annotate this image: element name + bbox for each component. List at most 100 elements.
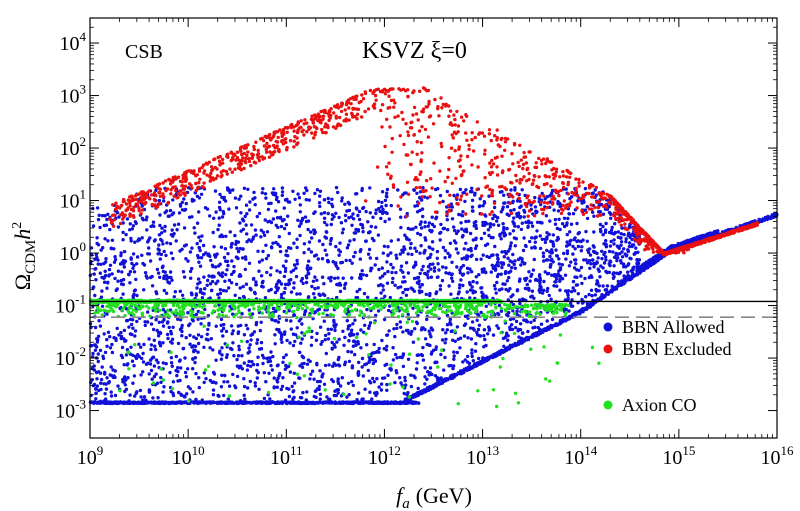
- scatter-point: [445, 189, 449, 194]
- scatter-point: [346, 349, 350, 354]
- scatter-point: [130, 332, 134, 337]
- scatter-point: [517, 327, 521, 332]
- scatter-point: [230, 332, 234, 336]
- scatter-point: [312, 377, 316, 381]
- scatter-point: [624, 240, 628, 244]
- scatter-point: [144, 362, 149, 366]
- scatter-point: [528, 279, 532, 283]
- scatter-point: [125, 318, 130, 323]
- scatter-point: [119, 330, 123, 335]
- scatter-point: [448, 317, 452, 322]
- scatter-point: [553, 280, 557, 284]
- scatter-point: [299, 279, 303, 283]
- scatter-point: [280, 401, 284, 405]
- scatter-point: [287, 231, 291, 236]
- scatter-point: [461, 210, 465, 214]
- scatter-point: [263, 218, 267, 222]
- scatter-point: [154, 318, 158, 322]
- scatter-point: [198, 248, 202, 253]
- scatter-point: [615, 258, 619, 263]
- scatter-point: [350, 276, 354, 280]
- scatter-point: [370, 351, 375, 355]
- scatter-point: [366, 295, 370, 299]
- scatter-point: [442, 368, 446, 372]
- scatter-point: [216, 393, 220, 398]
- scatter-point: [478, 197, 482, 201]
- scatter-point: [418, 285, 422, 289]
- scatter-point: [200, 291, 205, 295]
- scatter-point: [568, 230, 572, 234]
- scatter-point: [622, 232, 626, 237]
- scatter-point: [371, 215, 375, 219]
- scatter-point: [571, 286, 575, 290]
- scatter-point: [515, 309, 519, 313]
- scatter-point: [386, 245, 390, 249]
- scatter-point: [351, 217, 356, 221]
- scatter-point: [169, 340, 173, 344]
- scatter-point: [127, 325, 131, 329]
- scatter-point: [253, 203, 257, 207]
- scatter-point: [351, 322, 355, 326]
- scatter-point: [481, 204, 485, 208]
- scatter-point: [436, 262, 440, 266]
- scatter-point: [382, 347, 386, 351]
- scatter-point: [353, 250, 357, 255]
- scatter-point: [152, 224, 156, 228]
- scatter-point: [557, 217, 561, 221]
- scatter-point: [322, 198, 327, 202]
- scatter-point: [359, 328, 363, 332]
- scatter-point: [328, 397, 332, 401]
- scatter-point: [112, 247, 116, 251]
- scatter-point: [284, 259, 288, 263]
- scatter-point: [163, 224, 167, 229]
- scatter-point: [588, 266, 592, 270]
- scatter-point: [575, 268, 579, 272]
- scatter-point: [452, 239, 457, 243]
- scatter-point: [569, 289, 574, 294]
- scatter-point: [319, 212, 323, 216]
- scatter-point: [182, 208, 187, 212]
- scatter-point: [275, 288, 279, 292]
- scatter-point: [193, 344, 198, 348]
- scatter-point: [183, 356, 187, 360]
- scatter-point: [313, 191, 317, 196]
- scatter-point: [318, 379, 322, 384]
- scatter-point: [457, 286, 462, 290]
- scatter-point: [197, 260, 201, 264]
- scatter-point: [398, 252, 402, 256]
- scatter-point: [435, 290, 439, 294]
- scatter-point: [248, 200, 252, 204]
- scatter-point: [325, 395, 329, 399]
- scatter-point: [449, 322, 453, 327]
- scatter-point: [325, 223, 329, 227]
- scatter-point: [554, 248, 558, 252]
- scatter-point: [430, 350, 434, 354]
- scatter-point: [115, 326, 119, 331]
- scatter-point: [240, 354, 244, 358]
- scatter-point: [363, 362, 367, 367]
- scatter-point: [227, 286, 231, 290]
- scatter-point: [575, 239, 579, 244]
- scatter-point: [348, 333, 352, 338]
- scatter-point: [286, 282, 290, 287]
- scatter-point: [310, 335, 314, 339]
- scatter-point: [95, 206, 100, 210]
- scatter-point: [470, 209, 475, 213]
- scatter-point: [267, 371, 271, 375]
- scatter-point: [95, 340, 100, 344]
- scatter-point: [233, 233, 237, 238]
- scatter-point: [389, 239, 393, 243]
- scatter-point: [423, 225, 427, 229]
- scatter-point: [543, 240, 548, 245]
- scatter-point: [288, 400, 293, 405]
- scatter-point: [226, 397, 230, 401]
- scatter-point: [433, 360, 438, 364]
- scatter-point: [347, 216, 351, 220]
- scatter-point: [108, 373, 112, 377]
- scatter-point: [357, 400, 362, 405]
- scatter-point: [447, 284, 451, 288]
- scatter-point: [210, 288, 214, 292]
- scatter-point: [416, 386, 420, 391]
- scatter-point: [351, 333, 356, 337]
- scatter-point: [181, 270, 186, 274]
